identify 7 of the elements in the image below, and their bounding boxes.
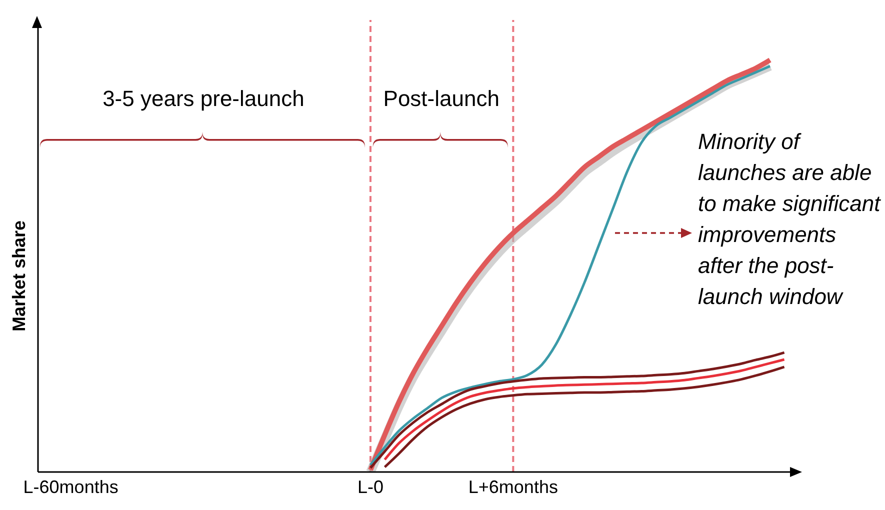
annotation: Post-launch bbox=[383, 86, 500, 111]
x-tick-label: L-0 bbox=[357, 476, 384, 497]
x-tick-label: L+6months bbox=[468, 476, 558, 497]
annotation: Minority of launches are able to make significant improvements after the post-launch window bbox=[698, 128, 882, 311]
annotation: 3-5 years pre-launch bbox=[102, 86, 304, 111]
x-tick-label: L-60months bbox=[23, 476, 118, 497]
y-axis-title: Market share bbox=[9, 220, 29, 332]
